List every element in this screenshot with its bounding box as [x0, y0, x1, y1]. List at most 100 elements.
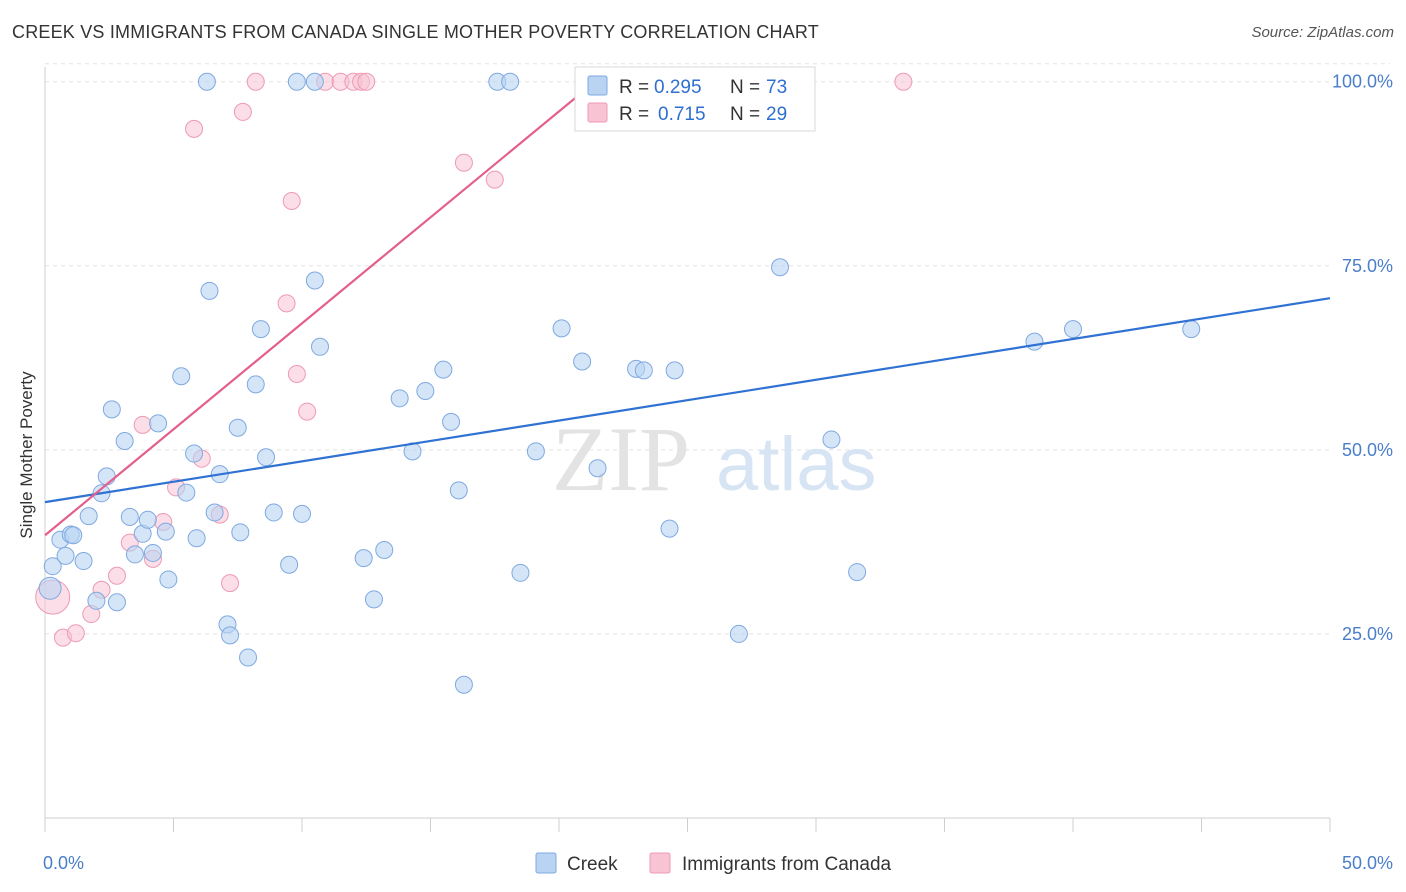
canada-point [277, 294, 296, 313]
creek-point [848, 563, 867, 582]
creek-point [159, 570, 178, 589]
creek-point [375, 540, 394, 559]
creek-point [501, 72, 520, 91]
watermark-zip: ZIP [552, 408, 690, 510]
canada-point [282, 192, 301, 211]
canada-point [485, 170, 504, 189]
legend-swatch-creek [587, 75, 608, 96]
creek-point [156, 522, 175, 541]
legend-n-value-canada: 29 [766, 104, 787, 125]
creek-point [280, 555, 299, 574]
creek-point [390, 389, 409, 408]
creek-point [185, 444, 204, 463]
creek-point [305, 271, 324, 290]
canada-point [221, 574, 240, 593]
canada-point [107, 566, 126, 585]
canada-point [185, 119, 204, 138]
trend-lines [44, 80, 1331, 537]
creek-point [102, 400, 121, 419]
creek-point [251, 320, 270, 339]
creek-point [125, 545, 144, 564]
creek-point [573, 352, 592, 371]
legend-r-label-canada: R = [619, 104, 649, 125]
legend-r-value-creek: 0.295 [654, 77, 702, 98]
creek-point [1064, 320, 1082, 339]
creek-trend-line [44, 297, 1331, 504]
creek-point [364, 590, 383, 609]
creek-point [588, 459, 607, 478]
creek-points [38, 72, 1201, 694]
legend-n-value-creek: 73 [766, 77, 787, 98]
creek-point [264, 503, 283, 522]
creek-point [1182, 320, 1201, 339]
creek-point [197, 72, 216, 91]
creek-point [120, 507, 139, 526]
creek-point [305, 72, 324, 91]
tick-labels: 25.0% 50.0% 75.0% 100.0% 0.0% 50.0% [43, 72, 1393, 873]
canada-point [454, 153, 473, 172]
creek-point [187, 529, 206, 548]
y-tick-label: 100.0% [1332, 72, 1393, 92]
y-tick-label: 25.0% [1342, 624, 1393, 644]
creek-point [449, 481, 468, 500]
creek-point [38, 576, 62, 600]
creek-point [293, 504, 311, 523]
creek-point [354, 549, 373, 568]
legend-r-value-canada: 0.715 [658, 104, 706, 125]
creek-point [74, 552, 93, 571]
legend-swatch-canada [587, 102, 608, 123]
creek-point [434, 360, 453, 379]
canada-trend-line [44, 80, 596, 537]
canada-point [287, 365, 306, 384]
legend-frame [574, 66, 816, 132]
creek-point [97, 467, 116, 486]
chart-title: CREEK VS IMMIGRANTS FROM CANADA SINGLE M… [12, 22, 819, 42]
creek-point [228, 418, 247, 437]
legend-n-label-creek: N = [730, 77, 760, 98]
canada-points [35, 72, 913, 647]
creek-point [246, 375, 265, 394]
legend-n-label-canada: N = [730, 104, 760, 125]
creek-point [665, 361, 684, 380]
creek-point [64, 526, 83, 545]
bottom-legend-swatch-canada [649, 852, 671, 874]
creek-point [43, 557, 62, 576]
creek-point [287, 72, 306, 91]
creek-point [310, 337, 329, 356]
canada-point [298, 402, 317, 421]
bottom-legend-canada: Immigrants from Canada [682, 854, 892, 875]
canada-point [233, 102, 252, 121]
creek-point [257, 448, 276, 467]
creek-point [143, 543, 162, 562]
creek-point [221, 626, 240, 645]
creek-point [634, 361, 653, 380]
creek-point [416, 381, 435, 400]
canada-point [894, 72, 913, 91]
creek-point [526, 442, 545, 461]
creek-point [138, 510, 157, 529]
bottom-legend-creek: Creek [567, 854, 618, 875]
creek-point [1025, 332, 1044, 351]
x-tick-label: 50.0% [1342, 853, 1393, 873]
creek-point [205, 503, 224, 522]
creek-point [454, 675, 473, 694]
creek-point [231, 523, 250, 542]
watermark: ZIP atlas [552, 408, 877, 510]
creek-point [177, 483, 196, 502]
creek-point [552, 319, 571, 338]
canada-point [133, 415, 152, 434]
canada-point [357, 72, 376, 91]
canada-point [66, 624, 85, 643]
source-label: Source: ZipAtlas.com [1251, 24, 1394, 41]
legend-r-label-creek: R = [619, 77, 649, 98]
creek-point [149, 414, 168, 433]
creek-point [729, 624, 748, 643]
watermark-atlas: atlas [716, 422, 877, 507]
creek-point [115, 432, 134, 451]
creek-point [822, 430, 841, 449]
creek-point [172, 367, 191, 386]
y-tick-label: 75.0% [1342, 256, 1393, 276]
creek-point [79, 507, 98, 526]
creek-point [771, 258, 790, 277]
